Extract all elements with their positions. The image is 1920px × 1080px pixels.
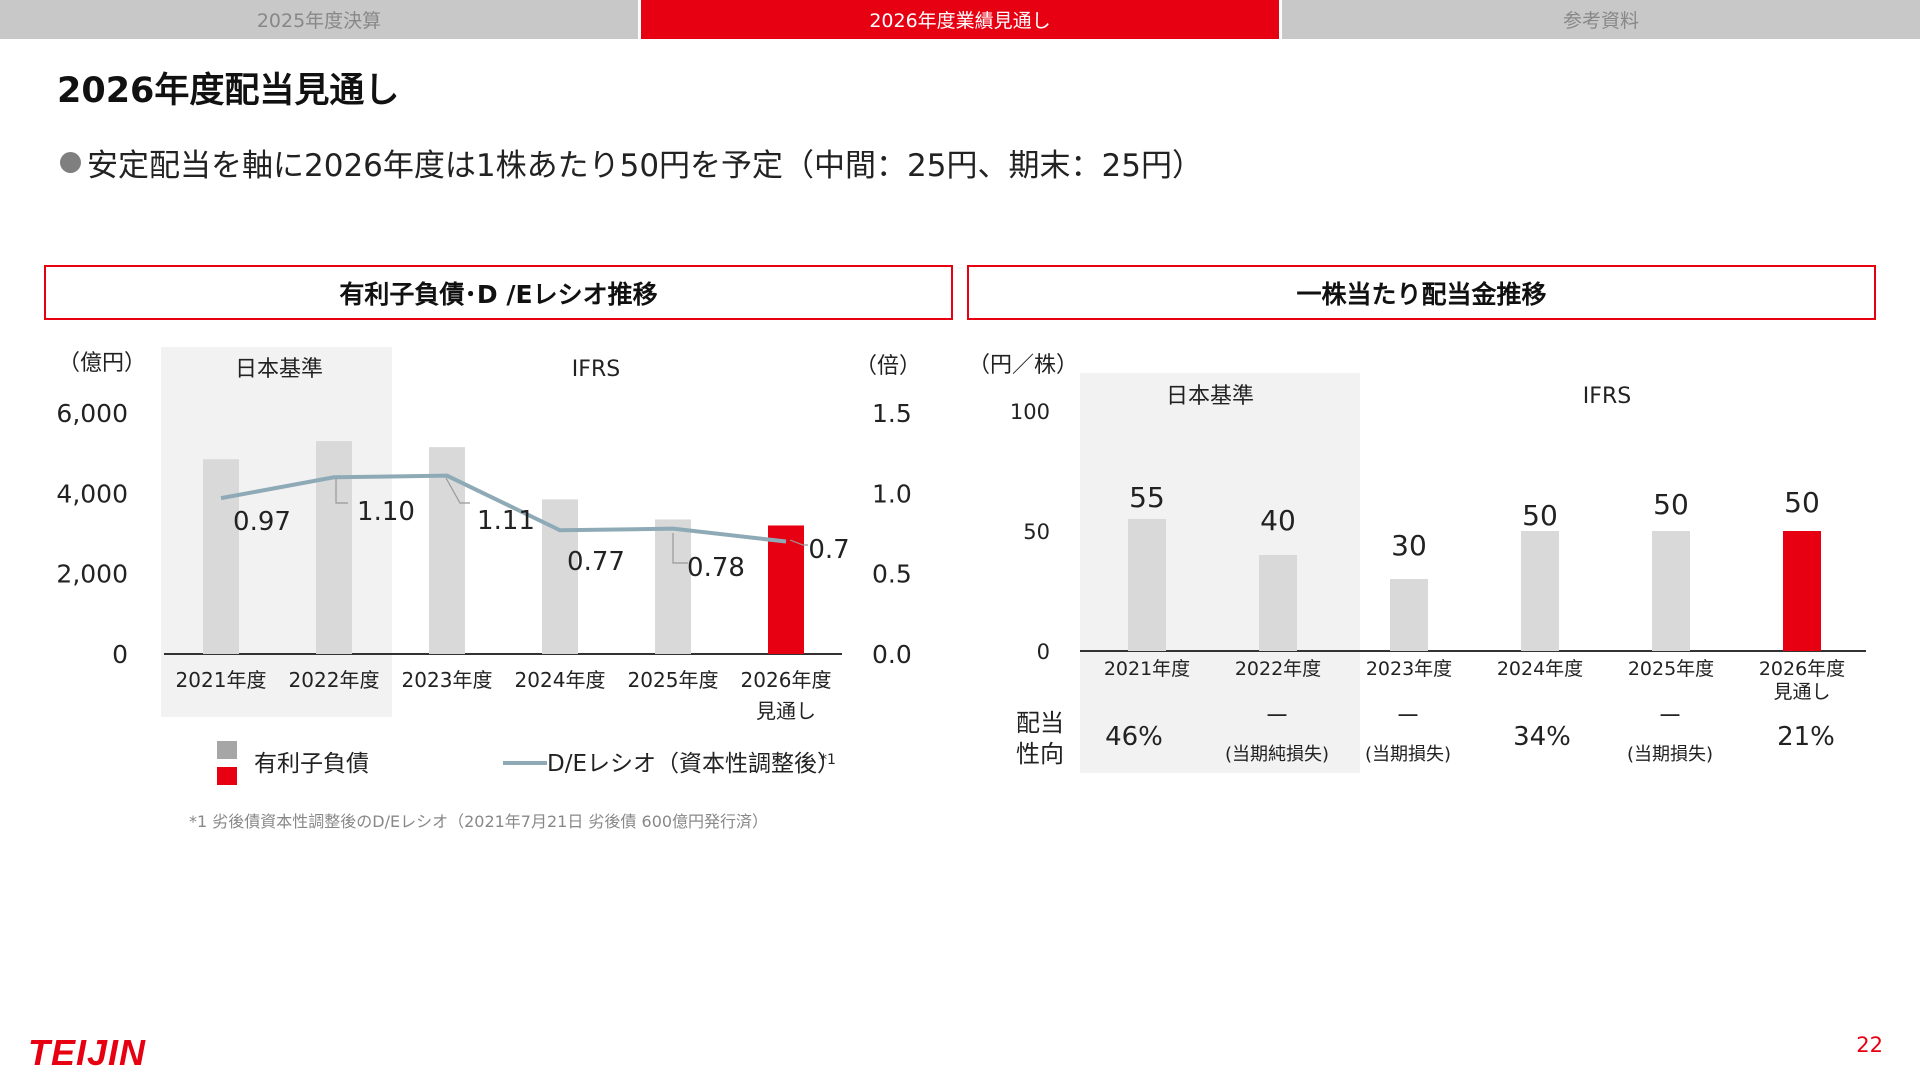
x-tick-label: 2021年度	[1104, 658, 1190, 680]
y-left-unit: （億円）	[58, 351, 146, 376]
dividend-value-label: 50	[1522, 499, 1558, 532]
y-tick: 100	[1010, 400, 1050, 424]
dividend-value-label: 50	[1653, 488, 1689, 521]
payout-value: 34%	[1513, 722, 1571, 752]
x-tick-label: 2021年度	[176, 668, 267, 692]
region-label-jgaap: 日本基準	[235, 357, 323, 382]
legend-debt-label: 有利子負債	[254, 751, 369, 777]
page-number: 22	[1856, 1033, 1883, 1057]
dividend-value-label: 55	[1129, 481, 1165, 514]
payout-note: (当期損失)	[1627, 744, 1713, 765]
tab-reference[interactable]: 参考資料	[1282, 0, 1920, 39]
region-label-ifrs: IFRS	[572, 357, 620, 382]
bullet-dot-icon	[60, 152, 81, 173]
summary-text: 安定配当を軸に2026年度は1株あたり50円を予定（中間：25円、期末：25円）	[87, 148, 1203, 184]
y-right-unit: （倍）	[855, 354, 921, 379]
x-tick-label: 2024年度	[515, 668, 606, 692]
legend-de-label: D/Eレシオ（資本性調整後）	[547, 751, 840, 777]
x-tick-label: 2026年度	[741, 668, 832, 692]
y-left-tick: 6,000	[56, 399, 128, 428]
debt-bar	[203, 459, 239, 654]
de-ratio-label: 0.7	[808, 535, 849, 565]
dividend-bar	[1390, 579, 1428, 651]
x-tick-label: 2023年度	[402, 668, 493, 692]
teijin-logo: TEIJIN	[28, 1032, 208, 1076]
svg-text:TEIJIN: TEIJIN	[28, 1032, 146, 1072]
dividend-panel-title: 一株当たり配当金推移	[967, 265, 1876, 320]
de-label-leader	[672, 533, 688, 564]
payout-value: －	[1395, 702, 1421, 732]
payout-note: (当期純損失)	[1225, 744, 1329, 765]
de-label-leader	[335, 478, 348, 504]
summary-bullet: 安定配当を軸に2026年度は1株あたり50円を予定（中間：25円、期末：25円）	[60, 140, 1203, 185]
de-ratio-line	[220, 473, 787, 544]
dividend-per-share-chart: 日本基準 IFRS （円／株） 100 50 0 55 40 30 50 50 50 2021年度 202…	[968, 353, 1866, 773]
legend-de-note: *1	[820, 752, 836, 768]
debt-bar	[768, 525, 804, 654]
x-tick-label: 2023年度	[1366, 658, 1452, 680]
de-ratio-label: 0.77	[567, 547, 625, 577]
payout-note: (当期損失)	[1365, 744, 1451, 765]
dividend-bar	[1652, 531, 1690, 651]
dividend-value-label: 30	[1391, 529, 1427, 562]
dividend-bar	[1128, 519, 1166, 651]
x-tick-label: 見通し	[1773, 681, 1830, 703]
dividend-bar	[1783, 531, 1821, 651]
legend-debt-swatch-red	[217, 767, 237, 785]
x-tick-label: 見通し	[756, 699, 816, 723]
de-ratio-label: 1.11	[477, 506, 535, 536]
de-label-leader	[789, 539, 808, 546]
y-right-tick: 1.5	[872, 399, 912, 428]
dividend-bar	[1521, 531, 1559, 651]
dividend-value-label: 50	[1784, 486, 1820, 519]
y-left-tick: 0	[112, 640, 128, 669]
japan-gaap-region	[1080, 373, 1360, 773]
x-tick-label: 2022年度	[289, 668, 380, 692]
payout-value: 46%	[1105, 722, 1163, 752]
y-left-tick: 2,000	[56, 560, 128, 589]
de-label-leader	[445, 477, 470, 504]
debt-de-ratio-chart: 日本基準 IFRS （億円） （倍） 6,000 4,000 2,000 0 1.5 1.0 0.5…	[56, 347, 921, 785]
payout-label: 配当	[1016, 709, 1064, 737]
x-tick-label: 2025年度	[628, 668, 719, 692]
de-ratio-label: 0.78	[687, 553, 745, 583]
payout-value: 21%	[1777, 722, 1835, 752]
x-tick-label: 2026年度	[1759, 658, 1845, 680]
region-label-jgaap: 日本基準	[1166, 384, 1254, 409]
debt-panel-title: 有利子負債･D /Eレシオ推移	[44, 265, 953, 320]
payout-value: －	[1657, 702, 1683, 732]
tab-2025-results[interactable]: 2025年度決算	[0, 0, 641, 39]
dividend-bar	[1259, 555, 1297, 651]
region-label-ifrs: IFRS	[1583, 384, 1631, 409]
de-ratio-label: 0.97	[233, 507, 291, 537]
y-tick: 0	[1037, 640, 1050, 664]
y-right-tick: 0.0	[872, 640, 912, 669]
y-unit: （円／株）	[968, 353, 1078, 378]
x-tick-label: 2025年度	[1628, 658, 1714, 680]
x-tick-label: 2022年度	[1235, 658, 1321, 680]
page-title: 2026年度配当見通し	[57, 71, 400, 111]
dividend-value-label: 40	[1260, 504, 1296, 537]
de-ratio-label: 1.10	[357, 497, 415, 527]
payout-label: 性向	[1016, 740, 1064, 768]
y-right-tick: 1.0	[872, 479, 912, 508]
y-tick: 50	[1023, 520, 1050, 544]
tab-2026-forecast[interactable]: 2026年度業績見通し	[641, 0, 1282, 39]
payout-value: －	[1264, 702, 1290, 732]
japan-gaap-region	[161, 347, 392, 717]
footnote: *1 劣後債資本性調整後のD/Eレシオ（2021年7月21日 劣後債 600億円…	[189, 812, 769, 831]
y-right-tick: 0.5	[872, 560, 912, 589]
legend-debt-swatch-gray	[217, 741, 237, 759]
x-tick-label: 2024年度	[1497, 658, 1583, 680]
y-left-tick: 4,000	[56, 479, 128, 508]
section-tabs: 2025年度決算 2026年度業績見通し 参考資料	[0, 0, 1920, 39]
